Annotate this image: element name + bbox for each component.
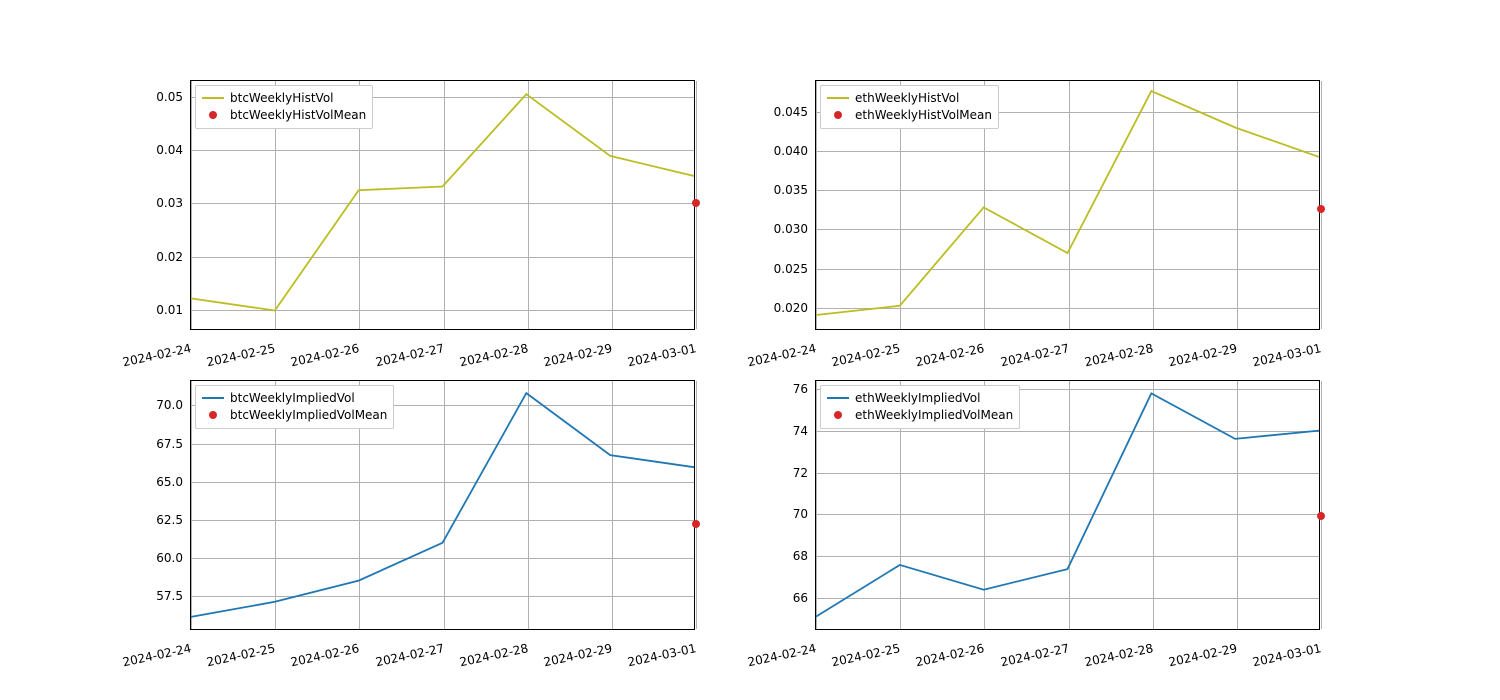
legend-label-line: btcWeeklyImpliedVol bbox=[230, 390, 355, 407]
x-tick-label: 2024-02-29 bbox=[542, 341, 613, 369]
x-tick-label: 2024-02-26 bbox=[290, 341, 361, 369]
legend-btc-hist: btcWeeklyHistVol btcWeeklyHistVolMean bbox=[195, 85, 373, 129]
x-tick-label: 2024-02-28 bbox=[458, 641, 529, 669]
x-tick-label: 2024-02-27 bbox=[374, 341, 445, 369]
x-tick-label: 2024-02-26 bbox=[290, 641, 361, 669]
x-tick-label: 2024-02-28 bbox=[458, 341, 529, 369]
mean-dot bbox=[1317, 205, 1325, 213]
x-tick-label: 2024-03-01 bbox=[626, 641, 697, 669]
legend-row-mean: btcWeeklyImpliedVolMean bbox=[202, 407, 387, 424]
legend-label-mean: ethWeeklyHistVolMean bbox=[855, 107, 992, 124]
legend-label-line: ethWeeklyHistVol bbox=[855, 90, 959, 107]
y-tick-label: 0.03 bbox=[123, 196, 183, 210]
panel-eth-hist-vol: ethWeeklyHistVol ethWeeklyHistVolMean 0.… bbox=[815, 80, 1320, 330]
x-tick-label: 2024-02-24 bbox=[746, 641, 817, 669]
y-tick-label: 0.05 bbox=[123, 90, 183, 104]
y-tick-label: 0.025 bbox=[748, 262, 808, 276]
legend-eth-hist: ethWeeklyHistVol ethWeeklyHistVolMean bbox=[820, 85, 999, 129]
x-tick-label: 2024-03-01 bbox=[1251, 641, 1322, 669]
legend-label-mean: btcWeeklyImpliedVolMean bbox=[230, 407, 387, 424]
y-tick-label: 0.040 bbox=[748, 144, 808, 158]
legend-label-mean: ethWeeklyImpliedVolMean bbox=[855, 407, 1013, 424]
x-tick-label: 2024-02-24 bbox=[121, 341, 192, 369]
legend-row-mean: ethWeeklyImpliedVolMean bbox=[827, 407, 1013, 424]
panel-btc-implied-vol: btcWeeklyImpliedVol btcWeeklyImpliedVolM… bbox=[190, 380, 695, 630]
y-tick-label: 68 bbox=[748, 549, 808, 563]
y-tick-label: 0.020 bbox=[748, 301, 808, 315]
x-tick-label: 2024-02-28 bbox=[1083, 641, 1154, 669]
y-tick-label: 65.0 bbox=[123, 475, 183, 489]
x-tick-label: 2024-02-29 bbox=[1167, 641, 1238, 669]
x-tick-label: 2024-02-27 bbox=[374, 641, 445, 669]
y-tick-label: 0.045 bbox=[748, 105, 808, 119]
y-tick-label: 62.5 bbox=[123, 513, 183, 527]
y-tick-label: 72 bbox=[748, 466, 808, 480]
x-tick-label: 2024-02-25 bbox=[830, 341, 901, 369]
mean-dot bbox=[692, 199, 700, 207]
legend-swatch-dot bbox=[827, 409, 849, 421]
x-tick-label: 2024-02-27 bbox=[999, 641, 1070, 669]
gridline-vertical bbox=[1321, 381, 1322, 629]
x-tick-label: 2024-02-29 bbox=[542, 641, 613, 669]
legend-swatch-line bbox=[202, 397, 224, 399]
legend-row-mean: ethWeeklyHistVolMean bbox=[827, 107, 992, 124]
x-tick-label: 2024-03-01 bbox=[626, 341, 697, 369]
x-tick-label: 2024-02-25 bbox=[205, 641, 276, 669]
y-tick-label: 67.5 bbox=[123, 437, 183, 451]
x-tick-label: 2024-02-25 bbox=[205, 341, 276, 369]
legend-btc-implied: btcWeeklyImpliedVol btcWeeklyImpliedVolM… bbox=[195, 385, 394, 429]
panel-eth-implied-vol: ethWeeklyImpliedVol ethWeeklyImpliedVolM… bbox=[815, 380, 1320, 630]
x-tick-label: 2024-03-01 bbox=[1251, 341, 1322, 369]
y-tick-label: 0.030 bbox=[748, 222, 808, 236]
x-tick-label: 2024-02-26 bbox=[915, 641, 986, 669]
legend-swatch-dot bbox=[202, 409, 224, 421]
legend-swatch-line bbox=[827, 97, 849, 99]
y-tick-label: 0.02 bbox=[123, 250, 183, 264]
legend-row-line: btcWeeklyHistVol bbox=[202, 90, 366, 107]
legend-label-line: btcWeeklyHistVol bbox=[230, 90, 334, 107]
x-tick-label: 2024-02-27 bbox=[999, 341, 1070, 369]
legend-eth-implied: ethWeeklyImpliedVol ethWeeklyImpliedVolM… bbox=[820, 385, 1020, 429]
legend-swatch-line bbox=[202, 97, 224, 99]
legend-row-line: ethWeeklyImpliedVol bbox=[827, 390, 1013, 407]
panel-btc-hist-vol: btcWeeklyHistVol btcWeeklyHistVolMean 0.… bbox=[190, 80, 695, 330]
y-tick-label: 76 bbox=[748, 382, 808, 396]
y-tick-label: 57.5 bbox=[123, 589, 183, 603]
gridline-vertical bbox=[696, 381, 697, 629]
legend-row-line: btcWeeklyImpliedVol bbox=[202, 390, 387, 407]
x-tick-label: 2024-02-24 bbox=[746, 341, 817, 369]
y-tick-label: 0.04 bbox=[123, 143, 183, 157]
legend-label-line: ethWeeklyImpliedVol bbox=[855, 390, 980, 407]
y-tick-label: 60.0 bbox=[123, 551, 183, 565]
legend-swatch-line bbox=[827, 397, 849, 399]
legend-label-mean: btcWeeklyHistVolMean bbox=[230, 107, 366, 124]
legend-swatch-dot bbox=[202, 109, 224, 121]
x-tick-label: 2024-02-29 bbox=[1167, 341, 1238, 369]
x-tick-label: 2024-02-28 bbox=[1083, 341, 1154, 369]
mean-dot bbox=[1317, 512, 1325, 520]
y-tick-label: 0.01 bbox=[123, 303, 183, 317]
y-tick-label: 0.035 bbox=[748, 183, 808, 197]
x-tick-label: 2024-02-25 bbox=[830, 641, 901, 669]
y-tick-label: 70.0 bbox=[123, 398, 183, 412]
legend-row-line: ethWeeklyHistVol bbox=[827, 90, 992, 107]
y-tick-label: 66 bbox=[748, 591, 808, 605]
legend-swatch-dot bbox=[827, 109, 849, 121]
mean-dot bbox=[692, 520, 700, 528]
volatility-figure: btcWeeklyHistVol btcWeeklyHistVolMean 0.… bbox=[0, 0, 1500, 700]
x-tick-label: 2024-02-24 bbox=[121, 641, 192, 669]
y-tick-label: 70 bbox=[748, 507, 808, 521]
x-tick-label: 2024-02-26 bbox=[915, 341, 986, 369]
y-tick-label: 74 bbox=[748, 424, 808, 438]
legend-row-mean: btcWeeklyHistVolMean bbox=[202, 107, 366, 124]
